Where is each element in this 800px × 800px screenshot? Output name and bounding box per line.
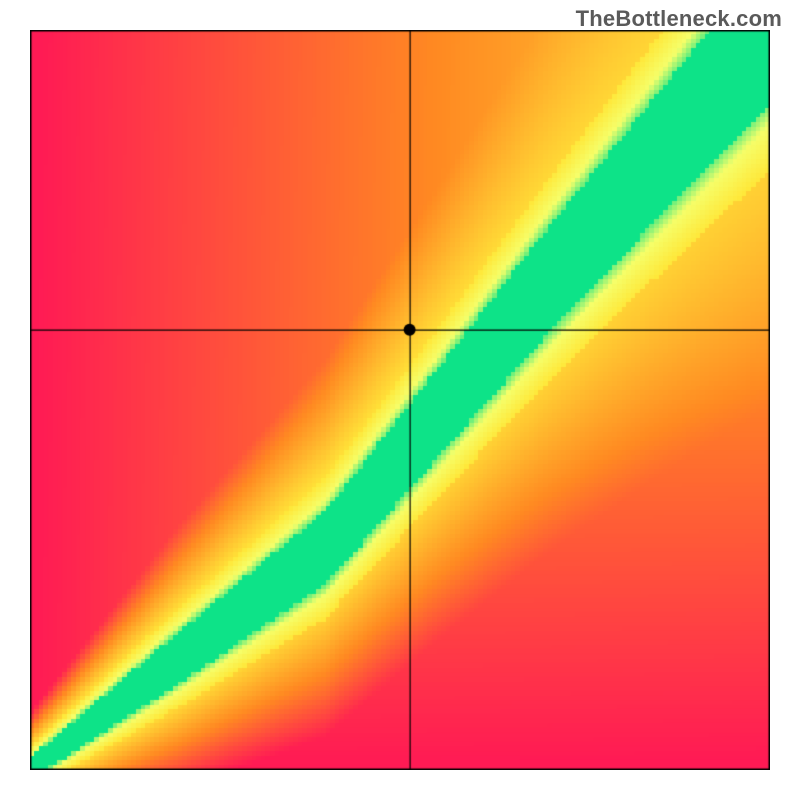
heatmap-canvas: [30, 30, 770, 770]
watermark-label: TheBottleneck.com: [576, 6, 782, 32]
chart-container: TheBottleneck.com: [0, 0, 800, 800]
